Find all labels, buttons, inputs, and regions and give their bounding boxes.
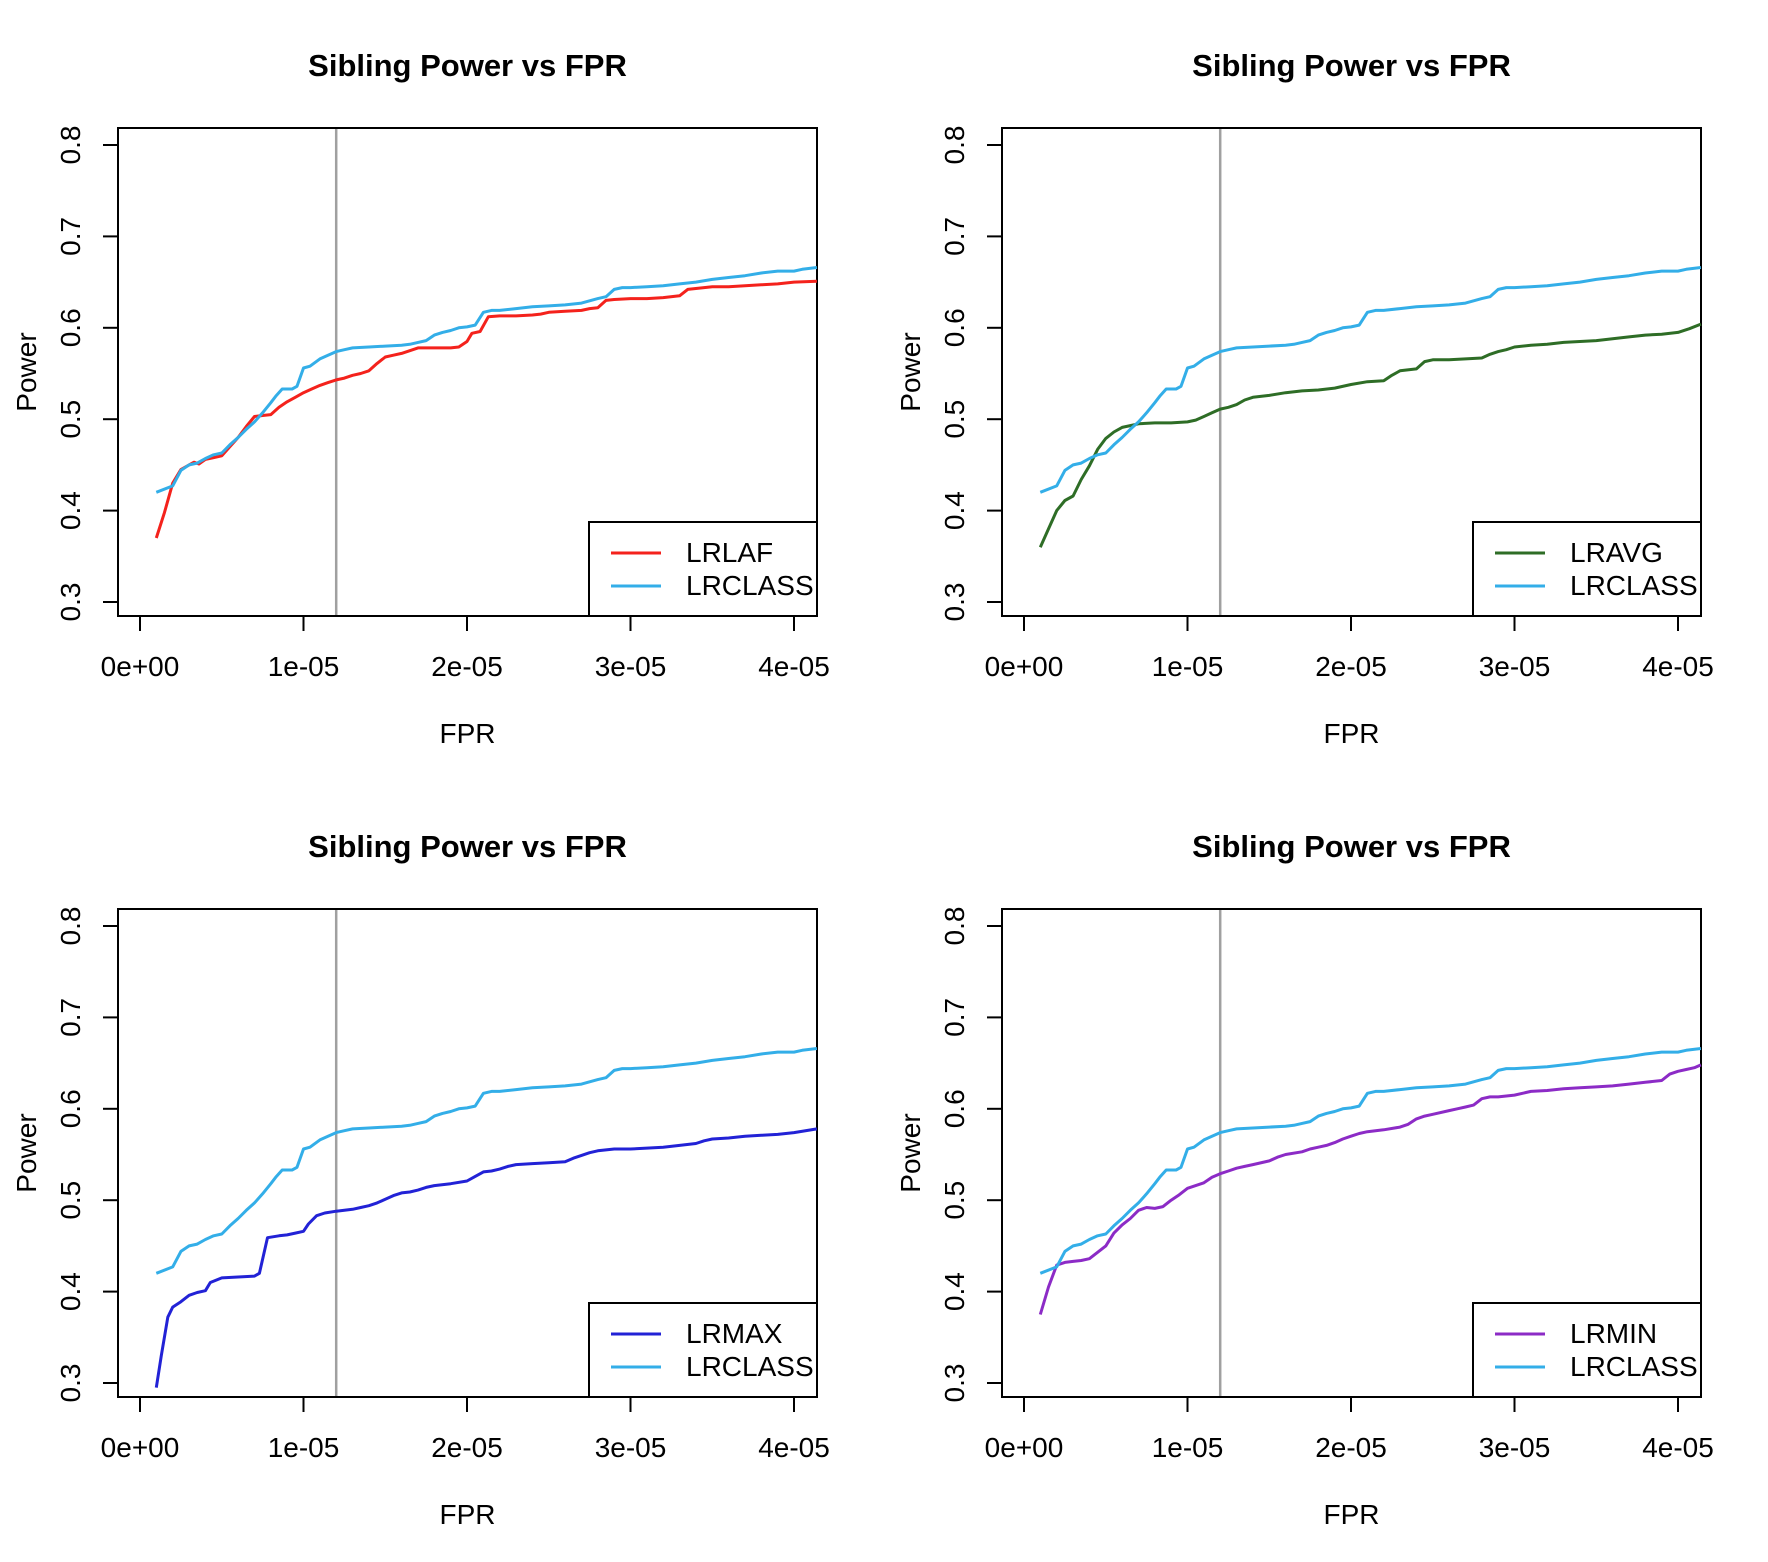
x-tick-label: 3e-05 [595,651,667,682]
x-tick-label: 0e+00 [101,1432,180,1463]
legend-box [588,521,818,617]
chart-panel-lrmin: Sibling Power vs FPR 0e+00 1e-05 2e-05 3e-05… [895,829,1714,1530]
y-tick-label: 0.7 [55,217,86,256]
x-tick-label: 4e-05 [758,1432,830,1463]
series-line-lrlaf [154,279,817,539]
y-tick-label: 0.3 [939,583,970,622]
x-tick-label: 1e-05 [1152,1432,1224,1463]
chart-title: Sibling Power vs FPR [308,48,627,83]
x-axis-label: FPR [1324,718,1380,749]
chart-title: Sibling Power vs FPR [1192,829,1511,864]
series-line-lrclass [155,1047,818,1275]
y-tick-label: 0.5 [55,400,86,439]
y-tick-label: 0.3 [55,583,86,622]
y-tick-label: 0.5 [939,400,970,439]
y-axis-label: Power [11,1113,42,1192]
panel-lrmin-vs-lrclass: Sibling Power vs FPR 0e+00 1e-05 2e-05 3e-05… [884,781,1768,1562]
y-tick-label: 0.8 [939,126,970,165]
series-line-lravg [1038,322,1702,548]
x-tick-label: 3e-05 [1479,651,1551,682]
x-tick-label: 1e-05 [268,651,340,682]
y-tick-label: 0.4 [55,1272,86,1311]
y-tick-label: 0.5 [55,1181,86,1220]
y-tick-label: 0.8 [939,907,970,946]
chart-panel-lrlaf: Sibling Power vs FPR 0e+00 1e-05 2e-05 3e-05… [11,48,830,749]
series-line-lrclass [1039,266,1702,494]
y-tick-label: 0.7 [939,217,970,256]
legend-label-lrclass: LRCLASS [686,1351,814,1382]
x-tick-label: 4e-05 [758,651,830,682]
y-tick-label: 0.6 [55,308,86,347]
chart-title: Sibling Power vs FPR [1192,48,1511,83]
series-line-lrclass [155,266,818,494]
legend-label-lravg: LRAVG [1570,537,1663,568]
chart-panel-lrmax: Sibling Power vs FPR 0e+00 1e-05 2e-05 3e-05… [11,829,830,1530]
y-tick-label: 0.8 [55,126,86,165]
y-tick-label: 0.4 [939,1272,970,1311]
x-tick-label: 0e+00 [101,651,180,682]
x-tick-label: 4e-05 [1642,651,1714,682]
series-line-lrmin [1038,1063,1702,1315]
legend-label-lrmax: LRMAX [686,1318,783,1349]
legend-box [588,1302,818,1398]
y-tick-label: 0.4 [939,491,970,530]
x-axis-label: FPR [440,1499,496,1530]
legend-label-lrclass: LRCLASS [1570,1351,1698,1382]
x-tick-label: 1e-05 [1152,651,1224,682]
y-tick-label: 0.6 [939,308,970,347]
series-line-lrclass [1039,1047,1702,1275]
y-tick-label: 0.6 [939,1089,970,1128]
y-tick-label: 0.6 [55,1089,86,1128]
y-tick-label: 0.5 [939,1181,970,1220]
chart-title: Sibling Power vs FPR [308,829,627,864]
panel-lrmax-vs-lrclass: Sibling Power vs FPR 0e+00 1e-05 2e-05 3e-05… [0,781,884,1562]
x-tick-label: 2e-05 [1315,651,1387,682]
legend-label-lrmin: LRMIN [1570,1318,1657,1349]
x-tick-label: 2e-05 [431,651,503,682]
y-axis-label: Power [11,332,42,411]
legend-label-lrclass: LRCLASS [1570,570,1698,601]
y-tick-label: 0.7 [939,998,970,1037]
panel-lravg-vs-lrclass: Sibling Power vs FPR 0e+00 1e-05 2e-05 3e-05… [884,0,1768,781]
x-tick-label: 0e+00 [985,1432,1064,1463]
x-axis-label: FPR [440,718,496,749]
y-tick-label: 0.3 [939,1364,970,1403]
legend-label-lrclass: LRCLASS [686,570,814,601]
chart-panel-lravg: Sibling Power vs FPR 0e+00 1e-05 2e-05 3e-05… [895,48,1714,749]
legend-box [1472,1302,1702,1398]
y-tick-label: 0.3 [55,1364,86,1403]
legend-label-lrlaf: LRLAF [686,537,773,568]
x-tick-label: 2e-05 [1315,1432,1387,1463]
legend-box [1472,521,1702,617]
y-tick-label: 0.4 [55,491,86,530]
x-axis-label: FPR [1324,1499,1380,1530]
y-tick-label: 0.7 [55,998,86,1037]
x-tick-label: 2e-05 [431,1432,503,1463]
y-axis-label: Power [895,332,926,411]
y-tick-label: 0.8 [55,907,86,946]
x-tick-label: 0e+00 [985,651,1064,682]
x-tick-label: 3e-05 [595,1432,667,1463]
x-tick-label: 3e-05 [1479,1432,1551,1463]
series-line-lrmax [154,1127,818,1388]
y-axis-label: Power [895,1113,926,1192]
x-tick-label: 1e-05 [268,1432,340,1463]
x-tick-label: 4e-05 [1642,1432,1714,1463]
panel-lrlaf-vs-lrclass: Sibling Power vs FPR 0e+00 1e-05 2e-05 3e-05… [0,0,884,781]
